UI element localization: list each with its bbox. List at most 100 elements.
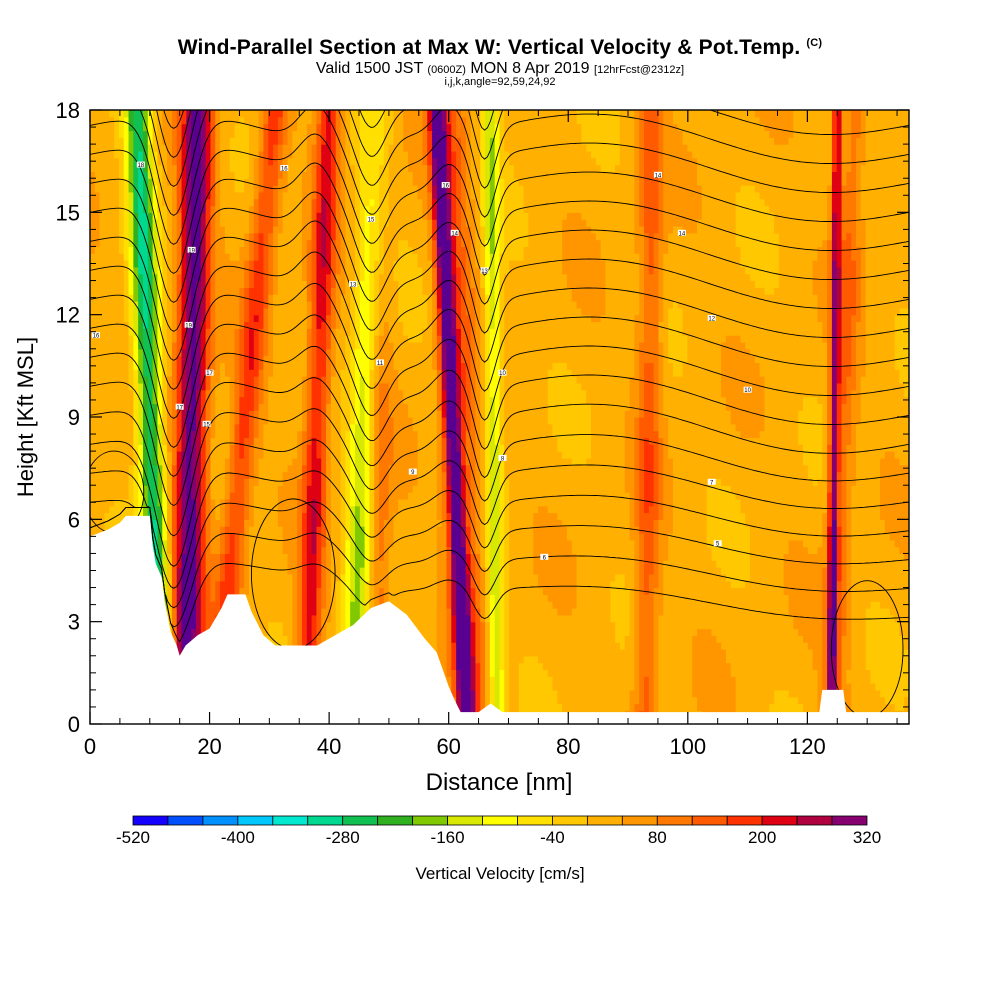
field-cell [311, 376, 318, 384]
field-cell [268, 144, 274, 152]
field-cell [282, 444, 289, 452]
field-cell [128, 116, 134, 125]
field-cell [123, 437, 130, 445]
field-cell [273, 417, 279, 425]
field-cell [253, 212, 260, 220]
field-cell [263, 239, 269, 248]
field-cell [186, 130, 192, 138]
field-cell [335, 260, 342, 268]
field-cell [171, 171, 178, 179]
field-cell [239, 273, 245, 282]
field-cell [171, 389, 178, 398]
field-cell [162, 260, 168, 268]
field-cell [345, 314, 351, 323]
field-cell [157, 485, 163, 493]
field-cell [244, 355, 250, 364]
field-cell [301, 573, 308, 582]
field-cell [186, 498, 192, 507]
field-cell [152, 301, 159, 309]
field-cell [186, 110, 192, 118]
field-cell [316, 464, 322, 473]
field-cell [273, 110, 279, 118]
field-cell [99, 382, 106, 391]
field-cell [133, 157, 139, 166]
field-cell [220, 266, 226, 275]
field-cell [301, 532, 308, 541]
field-cell [316, 341, 322, 350]
field-cell [205, 321, 212, 329]
field-cell [186, 335, 192, 343]
field-cell [157, 396, 163, 404]
field-cell [109, 403, 115, 411]
field-cell [195, 464, 202, 473]
field-cell [248, 205, 255, 213]
field-cell [340, 478, 346, 486]
field-cell [186, 594, 192, 602]
field-cell [215, 498, 221, 507]
field-cell [330, 137, 337, 145]
field-cell [273, 137, 279, 145]
field-cell [263, 492, 269, 500]
field-cell [306, 321, 313, 329]
field-cell [200, 328, 207, 336]
field-cell [253, 246, 260, 254]
field-cell [167, 546, 173, 555]
field-cell [321, 382, 327, 391]
field-cell [268, 273, 274, 282]
field-cell [224, 396, 231, 404]
field-cell [171, 532, 178, 541]
field-cell [205, 232, 212, 241]
field-cell [152, 464, 159, 473]
field-cell [350, 573, 356, 582]
field-cell [282, 301, 289, 309]
field-cell [186, 464, 192, 473]
field-cell [297, 205, 303, 213]
field-cell [248, 608, 255, 616]
field-cell [205, 444, 212, 452]
field-cell [273, 123, 279, 132]
field-cell [282, 260, 289, 268]
field-cell [220, 389, 226, 398]
field-cell [287, 273, 293, 282]
field-cell [181, 144, 187, 152]
field-cell [301, 505, 308, 514]
field-cell [292, 410, 298, 418]
field-cell [301, 246, 308, 254]
field-cell [248, 423, 255, 432]
field-cell [326, 348, 332, 357]
field-cell [215, 396, 221, 404]
field-cell [215, 314, 221, 323]
field-cell [171, 157, 178, 166]
field-cell [268, 430, 274, 439]
field-cell [109, 328, 115, 336]
field-cell [191, 219, 197, 227]
field-cell [99, 369, 106, 377]
field-cell [109, 321, 115, 329]
field-cell [90, 403, 96, 411]
field-cell [162, 451, 168, 459]
field-cell [335, 423, 342, 432]
field-cell [330, 553, 337, 561]
field-cell [282, 539, 289, 548]
field-cell [273, 260, 279, 268]
field-cell [94, 321, 101, 329]
field-cell [229, 321, 236, 329]
field-cell [345, 451, 351, 459]
field-cell [345, 464, 351, 473]
field-cell [104, 471, 110, 479]
field-cell [277, 232, 284, 241]
field-cell [287, 225, 293, 234]
field-cell [210, 178, 216, 186]
field-cell [258, 178, 265, 186]
field-cell [142, 423, 149, 432]
field-cell [287, 164, 293, 172]
field-cell [152, 471, 159, 479]
field-cell [316, 580, 322, 589]
field-cell [311, 164, 318, 172]
field-cell [210, 403, 216, 411]
field-cell [277, 376, 284, 384]
field-cell [273, 239, 279, 248]
field-cell [157, 348, 163, 357]
field-cell [273, 519, 279, 527]
field-cell [171, 587, 178, 595]
